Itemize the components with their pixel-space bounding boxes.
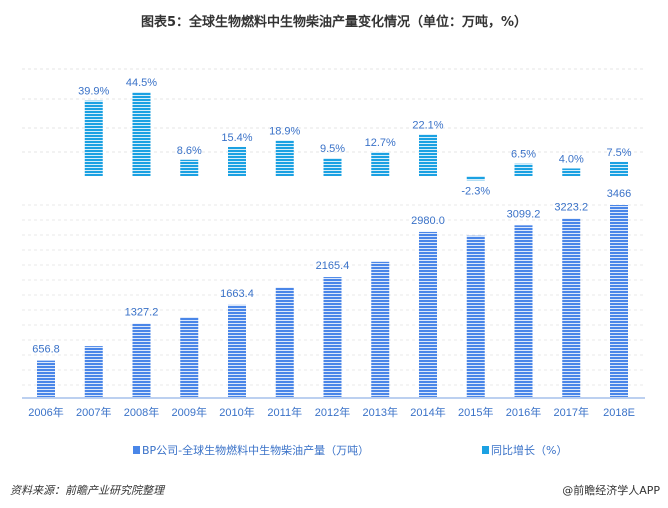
x-tick-label: 2012年 [315,405,350,419]
growth-label: 39.9% [78,86,109,98]
production-label: 656.8 [32,344,60,356]
production-bar [371,261,390,397]
production-bar [419,231,437,397]
production-label: 1327.2 [125,306,159,318]
growth-bar [132,92,151,176]
production-bar [228,304,246,397]
legend-swatch [482,446,489,454]
x-tick-label: 2015年 [458,405,493,419]
x-tick-label: 2013年 [363,405,398,419]
growth-bar [275,140,294,176]
x-tick-label: 2008年 [124,405,159,419]
production-bar [466,235,485,397]
growth-label: 15.4% [221,132,252,144]
growth-bar [514,163,533,176]
x-tick-label: 2017年 [554,405,589,419]
growth-bar [371,152,390,176]
growth-label: 4.0% [559,153,584,165]
production-label: 3466 [607,188,631,200]
growth-bar [419,134,437,176]
chart-svg: 39.9% 44.5% 8.6% 15.4% 18.9% 9.5% 12.7% 22.1% -2… [22,68,645,419]
legend-growth: 同比增长（%） [482,442,567,458]
legend-label: BP公司-全球生物燃料中生物柴油产量（万吨） [142,444,370,457]
production-bar [610,205,628,397]
growth-bar [466,176,485,181]
production-bar [84,346,103,397]
production-label: 2980.0 [411,215,445,227]
growth-bar [84,100,103,176]
legend-production: BP公司-全球生物燃料中生物柴油产量（万吨） [133,442,369,458]
x-tick-label: 2010年 [219,405,254,419]
x-tick-label: 2016年 [506,405,541,419]
x-tick-label: 2014年 [410,405,445,419]
growth-label: -2.3% [461,185,490,197]
production-label: 3223.2 [554,201,588,213]
x-tick-label: 2006年 [28,405,63,419]
growth-label: 18.9% [269,125,300,137]
source-note: 资料来源：前瞻产业研究院整理 [10,484,164,497]
growth-label: 6.5% [511,149,536,161]
production-label: 2165.4 [316,260,350,272]
x-tick-label: 2011年 [267,405,302,419]
production-bar [132,323,151,397]
legend-swatch [133,446,140,454]
production-bar [180,317,199,397]
x-tick-label: 2007年 [76,405,111,419]
growth-label: 44.5% [126,77,157,89]
growth-bar [562,168,581,176]
app-credit: @前瞻经济学人APP [562,484,660,497]
growth-bar [228,146,246,176]
production-label: 3099.2 [507,208,541,220]
growth-label: 22.1% [412,119,443,131]
production-bar [514,225,533,397]
production-bar [323,277,342,397]
chart-title: 图表5：全球生物燃料中生物柴油产量变化情况（单位：万吨，%） [140,15,528,30]
x-tick-label: 2018E [603,407,635,419]
growth-bar [610,161,628,176]
growth-label: 9.5% [320,143,345,155]
growth-label: 12.7% [365,137,396,149]
production-label: 1663.4 [220,288,254,300]
growth-bar [323,158,342,176]
x-tick-label: 2009年 [172,405,207,419]
growth-label: 8.6% [177,145,202,157]
legend-label: 同比增长（%） [491,444,568,457]
production-bar [37,360,55,397]
production-bar [562,218,581,397]
production-bar [275,287,294,397]
growth-label: 7.5% [606,147,631,159]
growth-bar [180,159,199,176]
